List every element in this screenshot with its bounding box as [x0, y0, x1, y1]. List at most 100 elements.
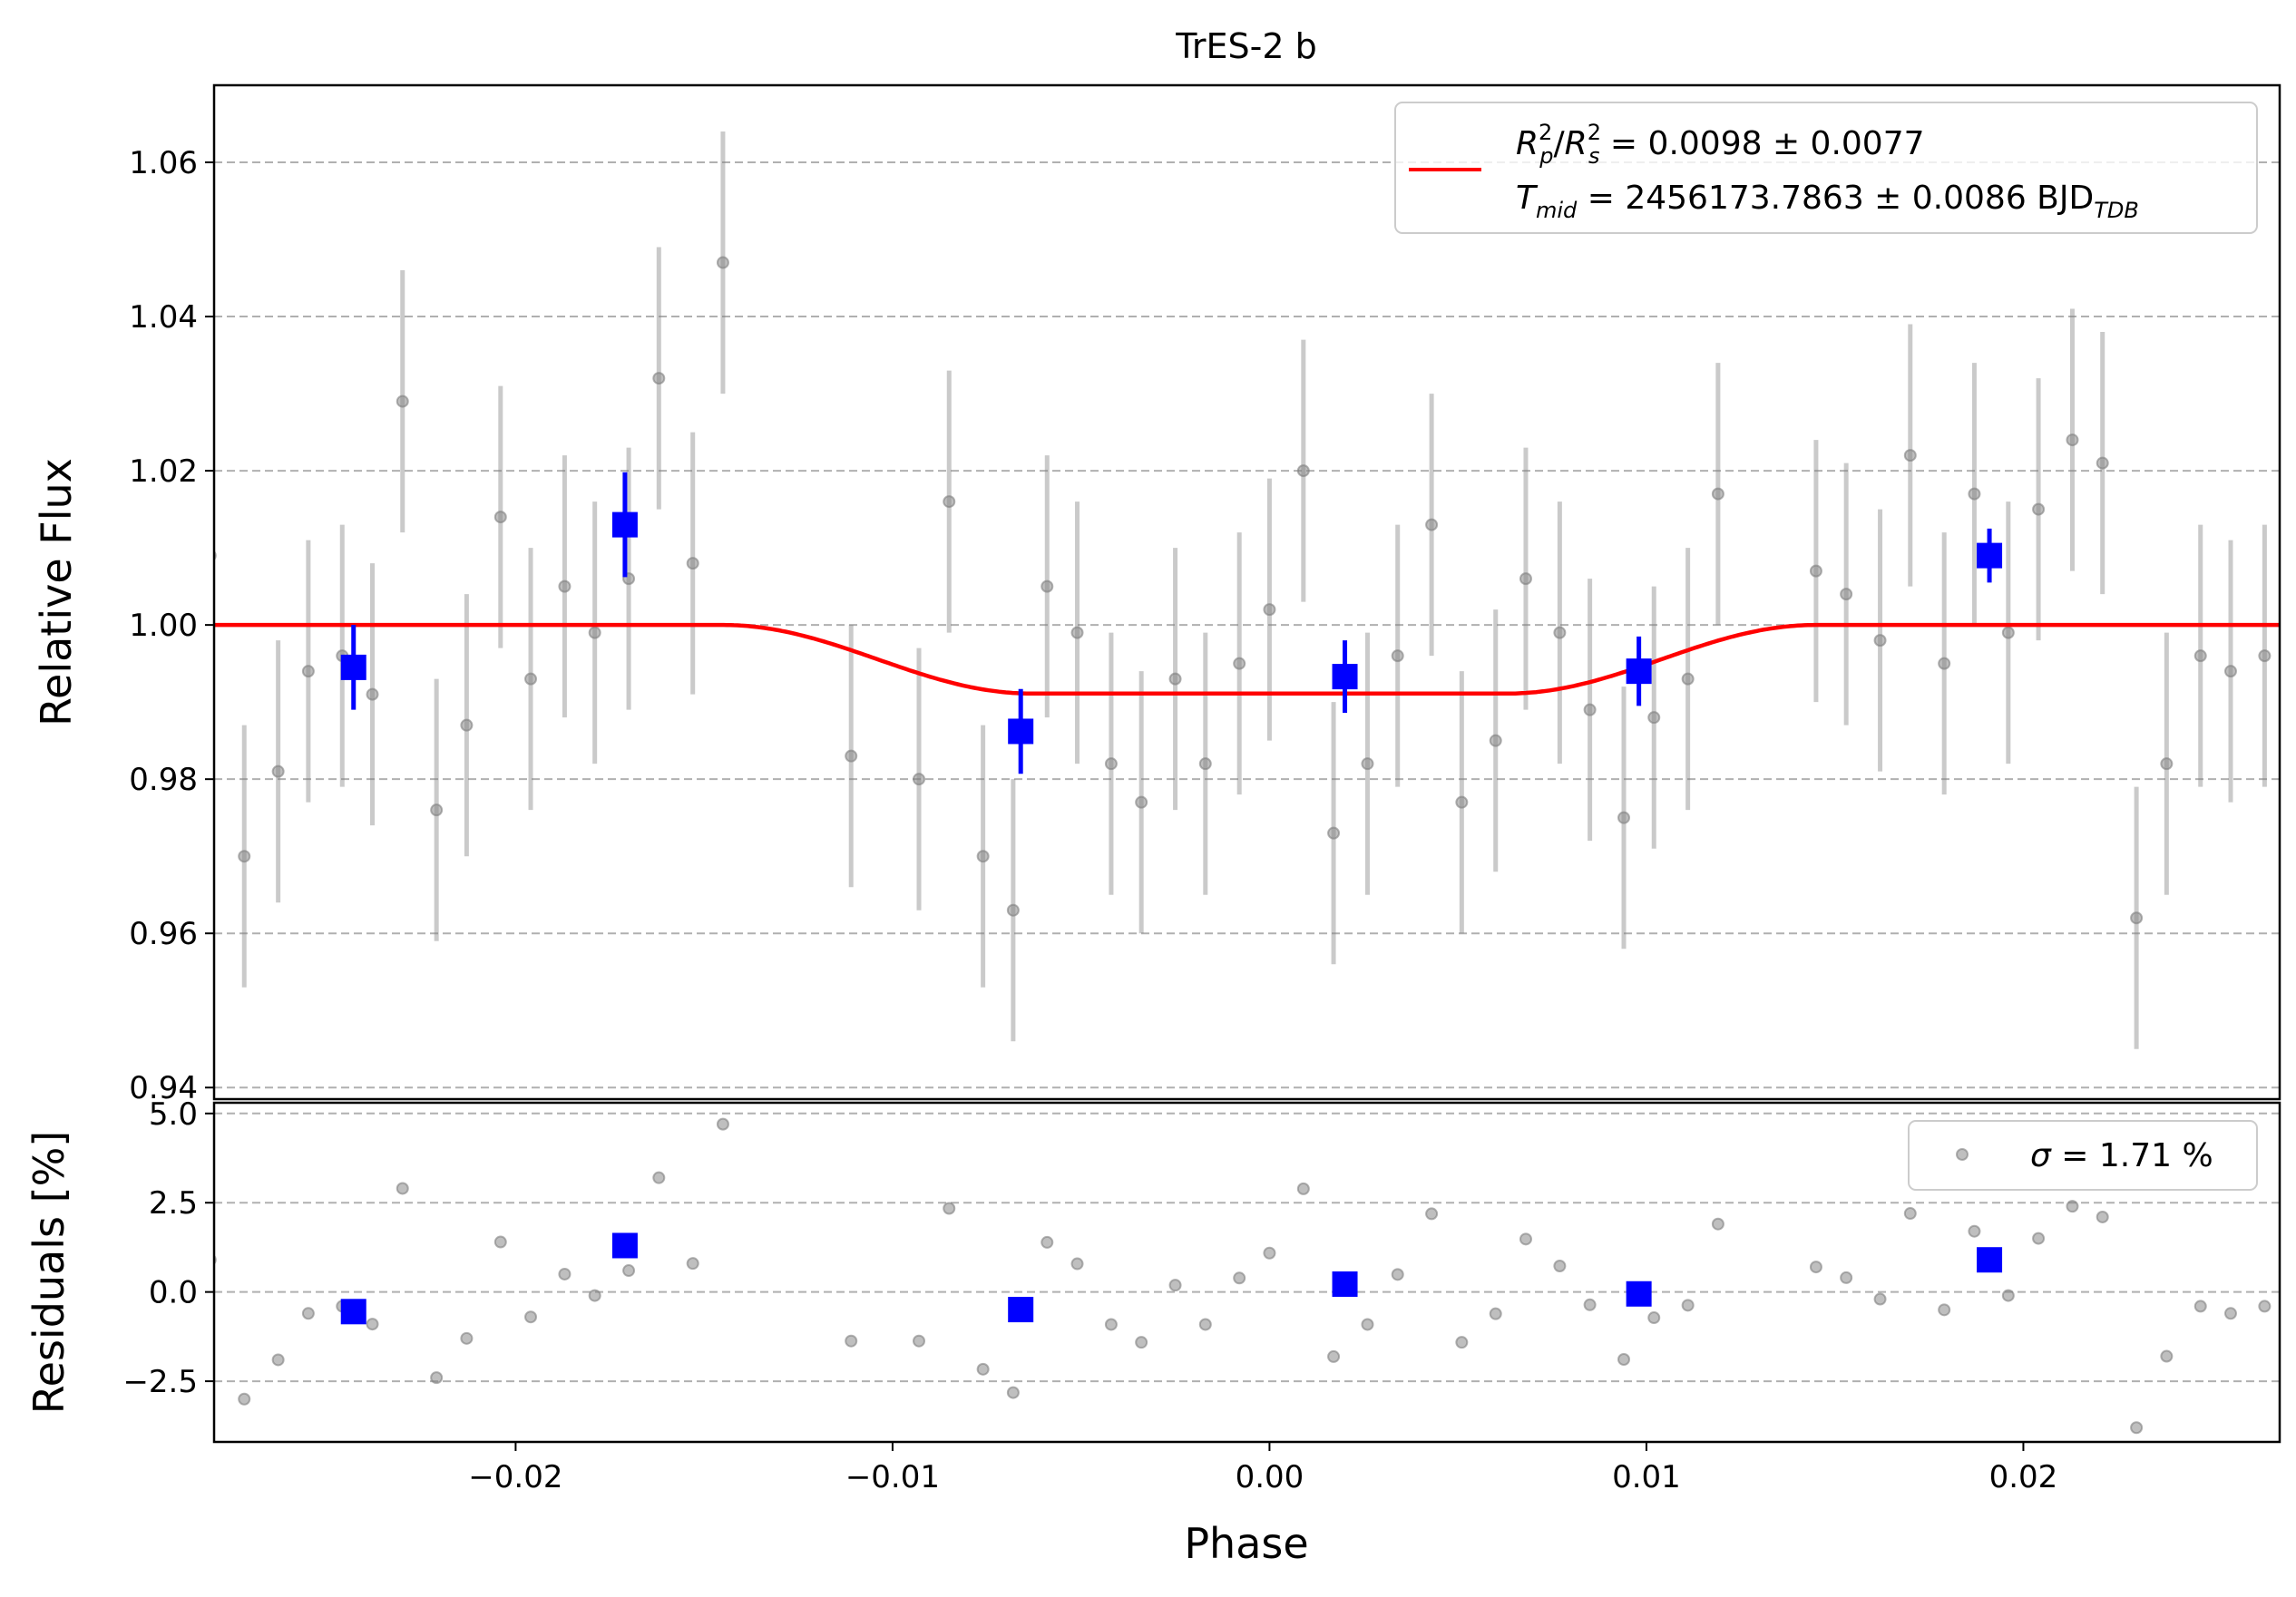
- raw-point: [1455, 795, 1469, 809]
- residual-point: [1903, 1207, 1917, 1221]
- raw-point: [2066, 433, 2079, 447]
- raw-point: [1840, 588, 1853, 601]
- residual-point: [913, 1334, 926, 1348]
- raw-point: [943, 495, 956, 509]
- raw-point: [460, 718, 474, 732]
- residual-point: [976, 1362, 990, 1376]
- residual-point: [1583, 1298, 1597, 1311]
- top-y-tick-label: 1.06: [129, 145, 198, 181]
- raw-point: [524, 672, 538, 686]
- residual-point: [1938, 1303, 1951, 1317]
- raw-point: [588, 626, 601, 639]
- chart-title: TrES-2 b: [1175, 26, 1316, 66]
- binned-point: [1332, 664, 1358, 690]
- raw-point: [1681, 672, 1695, 686]
- top-legend: R2 p/R2 s = 0.0098 ± 0.0077 Tmid = 2456173…: [1394, 102, 2258, 234]
- raw-point: [1938, 657, 1951, 670]
- raw-point: [1809, 564, 1822, 578]
- raw-point: [1617, 811, 1631, 824]
- residual-point: [1233, 1271, 1246, 1285]
- raw-point: [2193, 649, 2207, 663]
- raw-point: [845, 749, 858, 763]
- legend-residual-marker: [1956, 1148, 1969, 1161]
- legend-tmid-text: Tmid = 2456173.7863 ± 0.0086 BJDTDB: [1516, 180, 2139, 223]
- bottom-y-ticks: −2.5 0.0 2.5 5.0: [122, 1096, 214, 1400]
- residual-point: [2258, 1300, 2272, 1313]
- raw-point: [976, 850, 990, 863]
- raw-point: [1425, 518, 1439, 531]
- bottom-y-tick-label: 0.0: [149, 1275, 198, 1311]
- top-y-tick-label: 0.98: [129, 762, 198, 798]
- raw-point: [1873, 634, 1887, 648]
- residual-point: [1168, 1279, 1182, 1292]
- raw-point: [1263, 603, 1276, 617]
- bottom-raw-residuals: [214, 1117, 2296, 1435]
- binned-residual: [1008, 1297, 1034, 1323]
- raw-point: [1968, 487, 1981, 501]
- bottom-y-axis-label: Residuals [%]: [24, 1131, 73, 1414]
- x-ticks: −0.02 −0.01 0.00 0.01 0.02: [468, 1442, 2057, 1495]
- raw-point: [1233, 657, 1246, 670]
- residual-point: [430, 1371, 444, 1385]
- residual-point: [943, 1202, 956, 1215]
- residual-point: [558, 1267, 572, 1281]
- residual-point: [1104, 1318, 1118, 1331]
- residual-point: [1519, 1232, 1532, 1246]
- residual-point: [396, 1182, 409, 1195]
- binned-point: [1008, 718, 1034, 745]
- residual-point: [622, 1264, 636, 1278]
- residual-point: [1361, 1318, 1374, 1331]
- residual-point: [493, 1235, 507, 1249]
- raw-point: [1361, 757, 1374, 771]
- residual-point: [2290, 1297, 2296, 1308]
- residual-point: [1873, 1292, 1887, 1306]
- residual-point: [1006, 1386, 1020, 1399]
- raw-point: [2290, 643, 2296, 654]
- residual-point: [2001, 1289, 2015, 1302]
- raw-point: [1104, 757, 1118, 771]
- raw-point: [716, 256, 729, 269]
- raw-point: [1489, 734, 1502, 747]
- residual-point: [238, 1392, 251, 1406]
- residual-point: [1681, 1299, 1695, 1312]
- x-tick-label: 0.01: [1612, 1459, 1681, 1495]
- raw-point: [1296, 464, 1310, 478]
- raw-point: [238, 850, 251, 863]
- binned-point: [611, 511, 638, 538]
- raw-point: [1583, 703, 1597, 716]
- top-model-layer: [214, 622, 2280, 696]
- residual-point: [845, 1334, 858, 1348]
- raw-point: [1711, 487, 1724, 501]
- raw-point: [2032, 502, 2046, 516]
- raw-point: [913, 773, 926, 786]
- raw-point: [1519, 572, 1532, 586]
- bottom-legend: σ = 1.71 %: [1908, 1120, 2258, 1191]
- top-y-axis-label: Relative Flux: [32, 458, 81, 726]
- raw-point: [1168, 672, 1182, 686]
- raw-point: [2096, 456, 2109, 470]
- binned-point: [340, 654, 366, 680]
- raw-point: [2160, 757, 2174, 771]
- x-tick-label: 0.00: [1236, 1459, 1304, 1495]
- raw-point: [1041, 579, 1054, 593]
- residual-point: [1041, 1235, 1054, 1249]
- residual-point: [1840, 1271, 1853, 1284]
- residual-point: [1327, 1349, 1341, 1363]
- top-y-tick-label: 1.00: [129, 608, 198, 644]
- residual-point: [2223, 1307, 2237, 1320]
- bottom-y-tick-label: 5.0: [149, 1096, 198, 1133]
- residual-point: [2032, 1232, 2046, 1245]
- top-y-tick-label: 1.02: [129, 453, 198, 490]
- residual-point: [1617, 1353, 1631, 1367]
- residual-point: [1968, 1224, 1981, 1238]
- residual-point: [1263, 1246, 1276, 1260]
- raw-point: [430, 803, 444, 817]
- residual-point: [2130, 1421, 2144, 1435]
- model-curve: [214, 622, 2280, 696]
- raw-point: [1006, 903, 1020, 917]
- legend-depth-text: R2 p/R2 s = 0.0098 ± 0.0077: [1516, 120, 1925, 169]
- residual-point: [1070, 1257, 1084, 1271]
- raw-point: [1135, 795, 1148, 809]
- residual-point: [1489, 1307, 1502, 1320]
